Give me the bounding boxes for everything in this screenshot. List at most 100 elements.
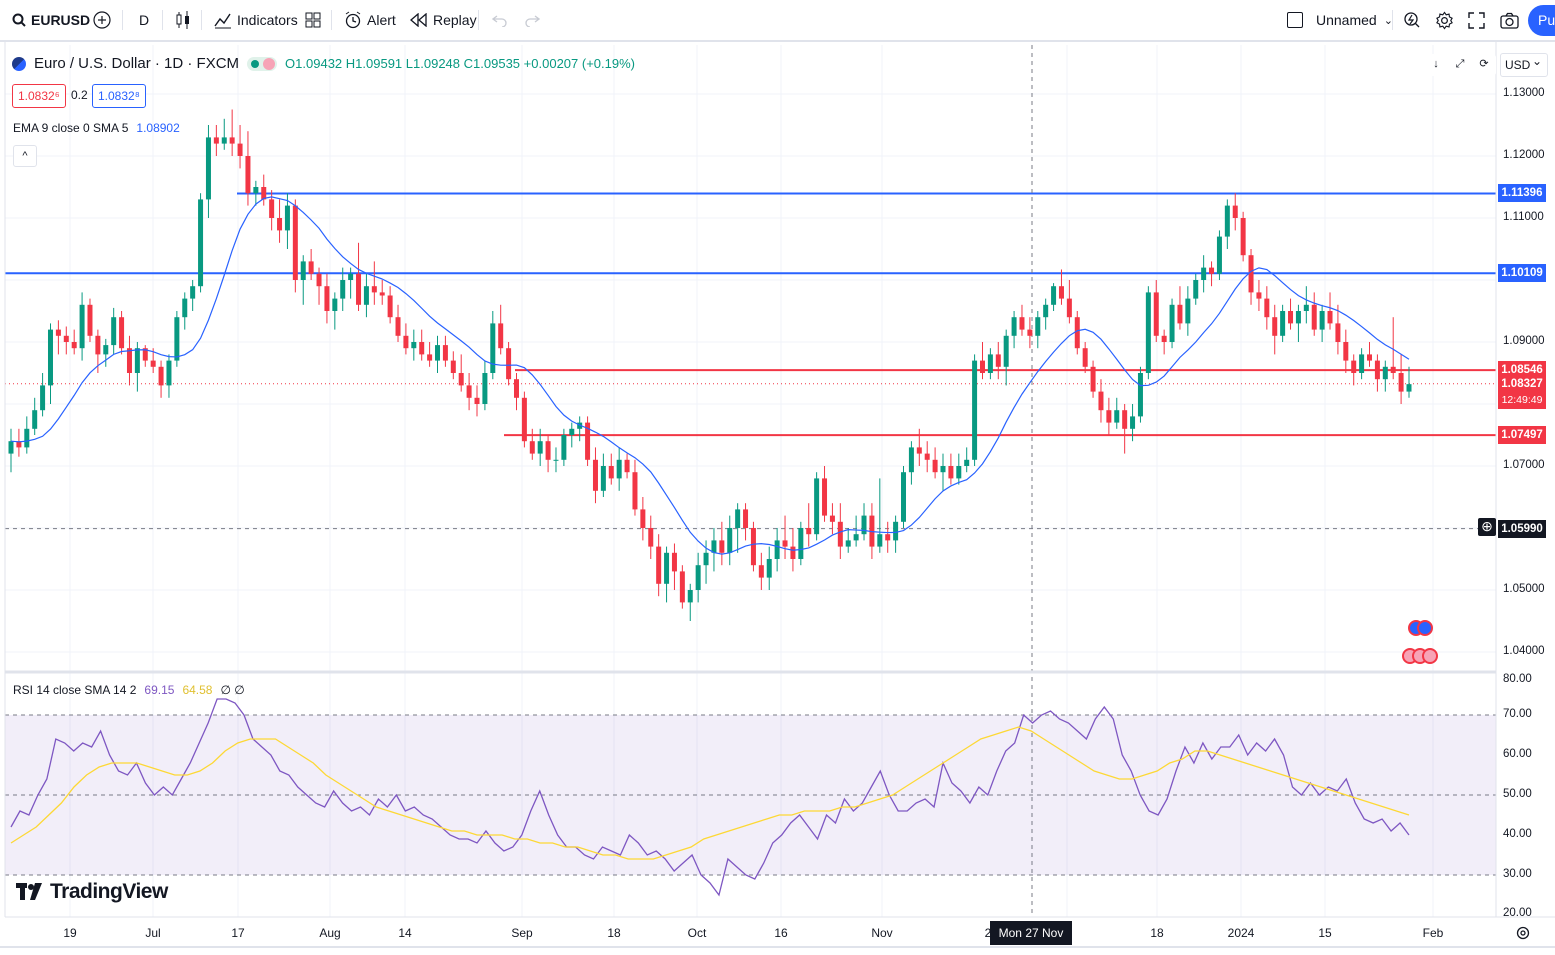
toolbar-divider <box>1392 10 1393 30</box>
layout-name: Unnamed <box>1316 12 1377 28</box>
candle-body <box>1066 298 1072 318</box>
candle-body <box>1098 391 1104 411</box>
candle-body <box>1224 205 1230 237</box>
rsi-value: 69.15 <box>144 683 175 697</box>
candle-body <box>8 441 14 454</box>
candle-body <box>648 528 654 547</box>
candle-body <box>1074 317 1080 349</box>
candle-body <box>142 348 148 361</box>
candle-body <box>1390 366 1396 373</box>
symbol-title[interactable]: Euro / U.S. Dollar · 1D · FXCM <box>34 55 240 72</box>
candle-body <box>1327 311 1333 324</box>
candle-body <box>624 459 630 473</box>
candle-body <box>774 540 780 559</box>
candle-body <box>1359 354 1365 373</box>
currency-select[interactable]: USD <box>1500 50 1548 77</box>
plus-circle-icon: ⊕ <box>1481 518 1493 534</box>
candle-body <box>348 273 354 280</box>
candle-body <box>1090 366 1096 392</box>
rsi-label: RSI 14 close SMA 14 2 <box>13 683 137 697</box>
candle-body <box>727 528 733 553</box>
alert-button[interactable]: Alert <box>344 0 396 40</box>
candle-body <box>103 345 109 355</box>
change-value: +0.00207 (+0.19%) <box>523 56 635 71</box>
candle-body <box>506 348 512 380</box>
price-tag: 12:49:49 <box>1498 390 1546 409</box>
search-icon <box>12 13 26 27</box>
candle-body <box>901 472 907 522</box>
candle-body <box>490 323 496 373</box>
candle-body <box>253 187 259 194</box>
gear-icon <box>1516 926 1530 940</box>
redo-button[interactable] <box>524 0 540 40</box>
alarm-clock-icon <box>345 11 361 29</box>
time-axis-settings-button[interactable] <box>1515 925 1533 943</box>
candle-body <box>213 137 219 144</box>
candle-body <box>340 280 346 299</box>
price-tick-label: 1.07000 <box>1503 459 1545 471</box>
time-tick-label: Jul <box>145 926 161 940</box>
ema-legend[interactable]: EMA 9 close 0 SMA 5 1.08902 <box>13 121 180 135</box>
collapse-legend-button[interactable]: ^ <box>13 145 37 167</box>
rsi-legend[interactable]: RSI 14 close SMA 14 2 69.15 64.58 ∅ ∅ <box>13 683 245 697</box>
rsi-tick-label: 80.00 <box>1503 673 1532 685</box>
tradingview-logo[interactable]: TradingView <box>16 880 168 904</box>
candle-body <box>632 472 638 510</box>
time-tick-label: Oct <box>687 926 707 940</box>
snapshot-button[interactable] <box>1500 0 1519 40</box>
plus-price-button[interactable]: ⊕ <box>1478 518 1496 536</box>
chart-type-button[interactable] <box>175 0 191 40</box>
rsi-tick-label: 50.00 <box>1503 788 1532 800</box>
candle-body <box>1335 323 1341 342</box>
candle-body <box>1374 360 1380 380</box>
candle-body <box>95 335 101 355</box>
symbol-search-button[interactable]: EURUSD <box>12 0 90 40</box>
rewind-icon <box>410 13 427 27</box>
fullscreen-icon <box>1468 11 1485 29</box>
fullscreen-button[interactable] <box>1468 0 1485 40</box>
layout-menu-button[interactable]: Unnamed ⌄ <box>1287 0 1393 40</box>
time-tick-label: 15 <box>1318 926 1332 940</box>
candle-body <box>861 515 867 535</box>
toolbar-divider <box>162 10 163 30</box>
candle-body <box>1185 298 1191 324</box>
pane-maximize-button[interactable]: ⤢ <box>1448 54 1472 76</box>
candle-body <box>1106 410 1112 423</box>
candle-body <box>987 354 993 373</box>
templates-button[interactable] <box>305 0 321 40</box>
rsi-extra: ∅ ∅ <box>220 683 245 697</box>
chart-canvas[interactable] <box>0 42 1555 955</box>
pane-move-down-button[interactable]: ↓ <box>1424 54 1448 76</box>
candle-body <box>55 329 61 336</box>
time-tick-label: Sep <box>511 926 533 940</box>
publish-button[interactable]: Pu <box>1528 5 1555 36</box>
buy-button[interactable]: 1.0832⁸ <box>92 84 146 108</box>
compare-symbol-button[interactable] <box>93 0 111 40</box>
time-tick-label: Feb <box>1422 926 1444 940</box>
replay-button[interactable]: Replay <box>410 0 477 40</box>
undo-button[interactable] <box>492 0 508 40</box>
candles <box>8 109 1412 621</box>
interval-button[interactable]: D <box>139 0 149 40</box>
candle-body <box>908 447 914 473</box>
candle-body <box>1019 317 1025 330</box>
price-tick-label: 1.09000 <box>1503 335 1545 347</box>
pane-reset-button[interactable]: ⟳ <box>1472 54 1496 76</box>
fx-flag-icon <box>12 56 26 71</box>
candle-body <box>126 348 132 373</box>
camera-icon <box>1500 12 1519 29</box>
candle-body <box>1406 384 1412 392</box>
candle-body <box>458 373 464 386</box>
event-markers[interactable] <box>1402 618 1444 666</box>
ema-polyline <box>10 196 1410 555</box>
candle-body <box>435 345 441 361</box>
candle-body <box>1367 354 1373 361</box>
price-tag: 1.05990 <box>1498 519 1546 538</box>
settings-button[interactable] <box>1435 0 1454 40</box>
indicators-button[interactable]: Indicators <box>214 0 298 40</box>
candle-body <box>1311 304 1317 330</box>
sell-button[interactable]: 1.0832⁶ <box>12 84 66 108</box>
candle-body <box>979 360 985 373</box>
candle-body <box>237 143 243 156</box>
quick-search-button[interactable] <box>1403 0 1421 40</box>
